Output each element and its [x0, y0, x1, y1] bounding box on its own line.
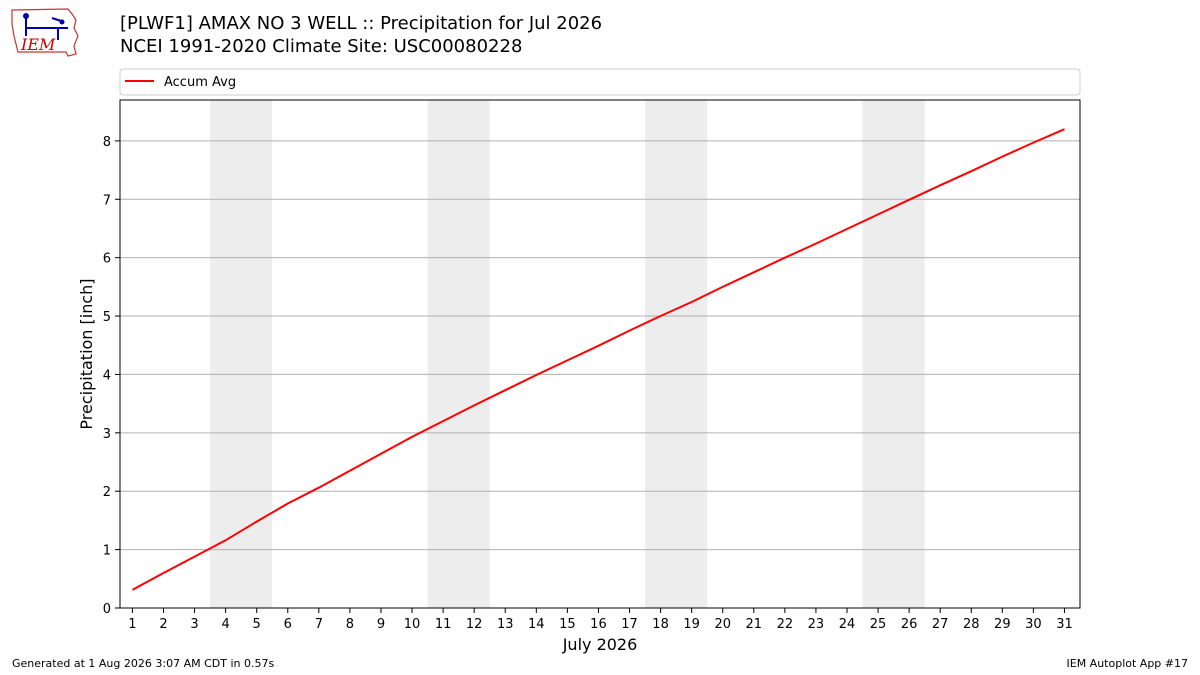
chart-title-line1: [PLWF1] AMAX NO 3 WELL :: Precipitation …	[120, 13, 603, 34]
x-tick-label: 6	[284, 617, 292, 632]
x-tick-label: 20	[714, 617, 731, 632]
x-tick-label: 19	[683, 617, 700, 632]
x-tick-label: 5	[253, 617, 261, 632]
weekend-band	[645, 100, 708, 608]
x-tick-label: 17	[621, 617, 638, 632]
x-tick-label: 10	[404, 617, 421, 632]
x-tick-label: 22	[777, 617, 794, 632]
x-tick-label: 2	[159, 617, 167, 632]
autoplot-footer: IEM Autoplot App #17	[1066, 657, 1189, 670]
x-tick-label: 21	[746, 617, 763, 632]
iem-logo-icon: IEM	[11, 8, 79, 57]
x-tick-label: 7	[315, 617, 323, 632]
y-tick-label: 8	[103, 135, 111, 150]
x-tick-label: 27	[932, 617, 949, 632]
legend-box	[119, 68, 1081, 96]
y-tick-label: 5	[103, 310, 111, 325]
y-axis-label: Precipitation [inch]	[77, 278, 96, 429]
x-tick-label: 30	[1025, 617, 1042, 632]
x-tick-label: 26	[901, 617, 918, 632]
x-tick-label: 9	[377, 617, 385, 632]
x-tick-label: 8	[346, 617, 354, 632]
x-axis-label: July 2026	[562, 635, 638, 654]
y-tick-label: 7	[103, 193, 111, 208]
x-tick-label: 15	[559, 617, 576, 632]
x-tick-label: 1	[128, 617, 136, 632]
weekend-band	[427, 100, 490, 608]
x-tick-label: 13	[497, 617, 514, 632]
y-tick-label: 3	[103, 427, 111, 442]
chart-title: [PLWF1] AMAX NO 3 WELL :: Precipitation …	[120, 12, 602, 58]
y-tick-label: 4	[103, 368, 111, 383]
x-tick-label: 12	[466, 617, 483, 632]
iem-logo-text: IEM	[20, 35, 56, 54]
x-tick-label: 11	[435, 617, 452, 632]
x-tick-label: 18	[652, 617, 669, 632]
plot-frame	[119, 99, 1081, 609]
weekend-band	[210, 100, 273, 608]
x-tick-label: 14	[528, 617, 545, 632]
chart-title-line2: NCEI 1991-2020 Climate Site: USC00080228	[120, 36, 523, 57]
y-tick-label: 2	[103, 485, 111, 500]
generated-footer: Generated at 1 Aug 2026 3:07 AM CDT in 0…	[12, 657, 275, 670]
x-tick-label: 25	[870, 617, 887, 632]
x-tick-label: 4	[221, 617, 229, 632]
x-tick-label: 24	[839, 617, 856, 632]
series-line-accum-avg	[131, 128, 1065, 591]
x-tick-label: 16	[590, 617, 607, 632]
y-tick-label: 0	[103, 602, 111, 617]
x-tick-label: 28	[963, 617, 980, 632]
y-tick-label: 6	[103, 252, 111, 267]
x-tick-label: 3	[190, 617, 198, 632]
x-tick-label: 31	[1056, 617, 1073, 632]
x-tick-label: 23	[808, 617, 825, 632]
y-tick-label: 1	[103, 544, 111, 559]
x-tick-label: 29	[994, 617, 1011, 632]
legend-label: Accum Avg	[164, 75, 236, 90]
weekend-band	[862, 100, 925, 608]
